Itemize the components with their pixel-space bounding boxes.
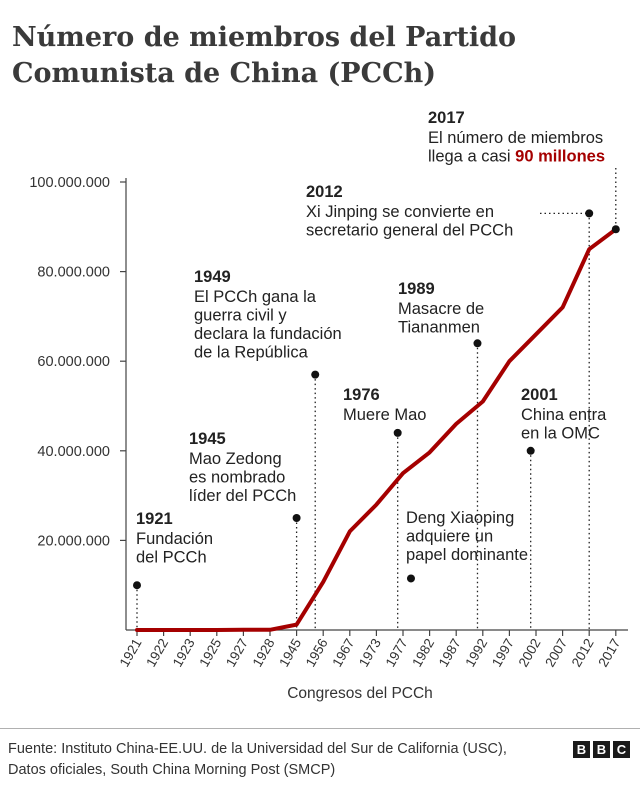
y-tick-label: 40.000.000 [37, 444, 110, 460]
annotation-text: El PCCh gana la [194, 288, 317, 306]
x-tick-label: 1967 [329, 636, 357, 670]
annotation-text: Deng Xiaoping [406, 509, 514, 527]
annotation-text: El número de miembros [428, 129, 603, 147]
annotation-marker [292, 514, 301, 522]
annotation-heading: 2001 [521, 386, 558, 404]
source-line-2: Datos oficiales, South China Morning Pos… [8, 762, 336, 778]
x-tick-label: 1922 [143, 636, 171, 670]
series-line [135, 227, 618, 632]
x-tick-label: 1945 [276, 636, 304, 670]
annotation-marker [611, 225, 620, 234]
annotation-text: guerra civil y [194, 307, 287, 325]
annotation-text: Fundación [136, 530, 213, 548]
annotation-text: Mao Zedong [189, 450, 282, 468]
line-chart: 20.000.000 40.000.000 60.000.000 80.000.000… [29, 109, 628, 702]
y-tick-label: 80.000.000 [37, 265, 110, 281]
bbc-logo-letter: B [593, 741, 610, 758]
x-tick-label: 1928 [250, 636, 278, 670]
annotation-marker [585, 209, 594, 218]
annotation-text: en la OMC [521, 425, 600, 443]
annotation-marker [133, 581, 141, 590]
annotation-text: Masacre de [398, 300, 484, 318]
annotation-marker [311, 370, 320, 379]
x-tick-label: 2012 [569, 636, 597, 670]
annotation-text: del PCCh [136, 549, 207, 567]
annotation-marker [406, 574, 415, 583]
annotation-heading: 1989 [398, 280, 435, 298]
footer: Fuente: Instituto China-EE.UU. de la Uni… [0, 728, 640, 787]
x-tick-label: 1921 [117, 636, 145, 670]
annotation-marker [393, 428, 402, 437]
x-tick-label: 1987 [436, 636, 464, 670]
x-axis-title: Congresos del PCCh [287, 685, 433, 702]
chart-title: Número de miembros del Partido Comunista… [12, 20, 612, 92]
annotation-heading: 2017 [428, 109, 465, 127]
annotation-text: Muere Mao [343, 406, 426, 424]
x-tick-label: 1956 [303, 636, 331, 670]
annotation-text: es nombrado [189, 469, 285, 487]
x-tick-label: 1927 [223, 636, 251, 670]
y-tick-label: 20.000.000 [37, 533, 110, 549]
x-tick-label: 1982 [409, 636, 437, 670]
x-tick-label: 1992 [462, 636, 490, 670]
bbc-logo: B B C [573, 741, 630, 758]
x-tick-label: 2017 [595, 636, 623, 670]
annotation-text: adquiere un [406, 528, 493, 546]
annotation-text: líder del PCCh [189, 487, 296, 505]
x-tick-label: 2007 [542, 636, 570, 670]
x-tick-label: 1973 [356, 636, 384, 670]
bbc-logo-letter: B [573, 741, 590, 758]
source-line-1: Fuente: Instituto China-EE.UU. de la Uni… [8, 741, 507, 757]
annotation-text: declara la fundación [194, 325, 342, 343]
x-tick-label: 1925 [196, 636, 224, 670]
annotation-text: papel dominante [406, 546, 528, 564]
chart-title-line-2: Comunista de China (PCCh) [12, 58, 436, 89]
annotation-marker [526, 446, 535, 455]
annotation-text: Xi Jinping se convierte en [306, 203, 494, 221]
x-tick-label: 1997 [489, 636, 517, 670]
chart-title-line-1: Número de miembros del Partido [12, 22, 517, 53]
x-tick-label: 1977 [383, 636, 411, 670]
source-note: Fuente: Instituto China-EE.UU. de la Uni… [8, 739, 568, 781]
annotation-heading: 2012 [306, 183, 343, 201]
x-tick-label: 2002 [516, 636, 544, 670]
bbc-logo-letter: C [613, 741, 630, 758]
annotation-text: de la República [194, 344, 309, 362]
annotation-heading: 1949 [194, 268, 231, 286]
annotation-heading: 1945 [189, 430, 226, 448]
annotation-text: llega a casi 90 millones [428, 148, 605, 166]
annotation-text: secretario general del PCCh [306, 222, 513, 240]
annotation-heading: 1976 [343, 386, 380, 404]
annotation-marker [473, 339, 482, 348]
annotation-heading: 1921 [136, 510, 173, 528]
x-tick-label: 1923 [170, 636, 198, 670]
annotation-text: China entra [521, 406, 607, 424]
y-tick-label: 100.000.000 [29, 175, 110, 191]
annotation-text: Tiananmen [398, 319, 480, 337]
y-tick-label: 60.000.000 [37, 354, 110, 370]
